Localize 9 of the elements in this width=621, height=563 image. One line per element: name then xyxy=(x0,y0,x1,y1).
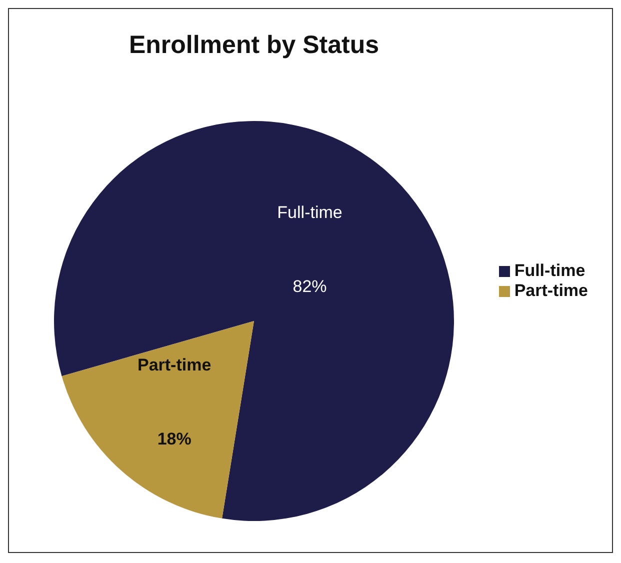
chart-title: Enrollment by Status xyxy=(128,31,380,60)
slice-label: Full-time xyxy=(277,203,342,222)
legend-label: Full-time xyxy=(514,260,586,280)
pie-slice xyxy=(54,121,454,521)
data-label: 82% xyxy=(292,277,327,296)
pie-slice xyxy=(62,321,254,518)
slice-label: Part-time xyxy=(137,356,212,375)
legend-label: Part-time xyxy=(514,280,588,300)
data-label: 18% xyxy=(157,430,192,449)
